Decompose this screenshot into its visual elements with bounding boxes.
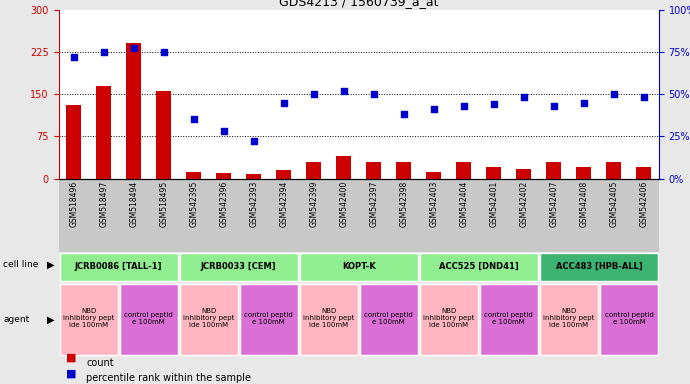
Text: GSM542402: GSM542402 — [520, 180, 529, 227]
Bar — [126, 43, 141, 179]
Text: ACC483 [HPB-ALL]: ACC483 [HPB-ALL] — [555, 262, 642, 271]
Bar — [540, 285, 598, 355]
Point — [128, 45, 139, 51]
Text: GSM542398: GSM542398 — [400, 180, 408, 227]
Text: GSM518495: GSM518495 — [159, 180, 168, 227]
Bar — [516, 169, 531, 179]
Bar — [636, 167, 651, 179]
Text: JCRB0086 [TALL-1]: JCRB0086 [TALL-1] — [75, 262, 162, 271]
Bar — [600, 285, 658, 355]
Bar — [486, 167, 502, 179]
Point — [458, 103, 469, 109]
Text: count: count — [86, 358, 114, 368]
Point — [549, 103, 560, 109]
Text: NBD
inhibitory pept
ide 100mM: NBD inhibitory pept ide 100mM — [303, 308, 355, 328]
Point — [578, 99, 589, 106]
Bar — [246, 174, 262, 179]
Text: GSM542393: GSM542393 — [249, 180, 258, 227]
Text: GSM542399: GSM542399 — [309, 180, 318, 227]
Bar — [336, 156, 351, 179]
Bar — [366, 162, 382, 179]
Bar — [59, 253, 178, 281]
Text: NBD
inhibitory pept
ide 100mM: NBD inhibitory pept ide 100mM — [543, 308, 595, 328]
Bar — [420, 285, 478, 355]
Point — [368, 91, 380, 97]
Text: GSM542405: GSM542405 — [609, 180, 618, 227]
Point — [338, 88, 349, 94]
Point — [308, 91, 319, 97]
Title: GDS4213 / 1560739_a_at: GDS4213 / 1560739_a_at — [279, 0, 439, 8]
Point — [248, 138, 259, 144]
Bar — [306, 162, 322, 179]
Text: NBD
inhibitory pept
ide 100mM: NBD inhibitory pept ide 100mM — [423, 308, 475, 328]
Bar — [66, 105, 81, 179]
Text: GSM542397: GSM542397 — [369, 180, 378, 227]
Text: GSM542404: GSM542404 — [460, 180, 469, 227]
Text: GSM542400: GSM542400 — [339, 180, 348, 227]
Point — [398, 111, 409, 118]
Point — [68, 54, 79, 60]
Text: ACC525 [DND41]: ACC525 [DND41] — [439, 262, 519, 271]
Text: GSM518497: GSM518497 — [99, 180, 108, 227]
Point — [158, 49, 169, 55]
Bar — [186, 172, 201, 179]
Bar — [96, 86, 111, 179]
Text: NBD
inhibitory pept
ide 100mM: NBD inhibitory pept ide 100mM — [183, 308, 235, 328]
Text: JCRB0033 [CEM]: JCRB0033 [CEM] — [201, 262, 277, 271]
Text: ▶: ▶ — [47, 260, 54, 270]
Text: GSM542408: GSM542408 — [580, 180, 589, 227]
Text: ■: ■ — [66, 353, 76, 363]
Point — [518, 94, 529, 101]
Point — [218, 128, 229, 134]
Text: GSM518496: GSM518496 — [69, 180, 78, 227]
Text: control peptid
e 100mM: control peptid e 100mM — [244, 312, 293, 325]
Bar — [156, 91, 171, 179]
Text: ▶: ▶ — [47, 314, 54, 325]
Point — [489, 101, 500, 107]
Bar — [607, 162, 622, 179]
Bar — [239, 285, 298, 355]
Point — [98, 49, 109, 55]
Bar — [299, 285, 358, 355]
Bar — [396, 162, 411, 179]
Text: GSM542396: GSM542396 — [219, 180, 228, 227]
Bar — [276, 170, 291, 179]
Text: GSM542401: GSM542401 — [489, 180, 498, 227]
Text: percentile rank within the sample: percentile rank within the sample — [86, 373, 251, 383]
Text: GSM542407: GSM542407 — [549, 180, 558, 227]
Bar — [179, 285, 238, 355]
Bar — [546, 162, 562, 179]
Text: control peptid
e 100mM: control peptid e 100mM — [124, 312, 173, 325]
Bar — [359, 285, 418, 355]
Bar — [299, 253, 418, 281]
Bar — [179, 253, 298, 281]
Text: control peptid
e 100mM: control peptid e 100mM — [604, 312, 653, 325]
Point — [609, 91, 620, 97]
Point — [428, 106, 440, 113]
Text: GSM542395: GSM542395 — [189, 180, 198, 227]
Text: control peptid
e 100mM: control peptid e 100mM — [364, 312, 413, 325]
Text: GSM542394: GSM542394 — [279, 180, 288, 227]
Bar — [480, 285, 538, 355]
Text: control peptid
e 100mM: control peptid e 100mM — [484, 312, 533, 325]
Bar — [456, 162, 471, 179]
Bar — [216, 173, 231, 179]
Text: ■: ■ — [66, 368, 76, 378]
Bar — [576, 167, 591, 179]
Text: GSM542403: GSM542403 — [429, 180, 438, 227]
Text: GSM518494: GSM518494 — [129, 180, 138, 227]
Bar — [540, 253, 658, 281]
Text: GSM542406: GSM542406 — [640, 180, 649, 227]
Text: agent: agent — [3, 315, 30, 324]
Bar — [420, 253, 538, 281]
Point — [188, 116, 199, 122]
Bar — [426, 172, 442, 179]
Point — [638, 94, 649, 101]
Text: cell line: cell line — [3, 260, 39, 270]
Point — [278, 99, 289, 106]
Text: NBD
inhibitory pept
ide 100mM: NBD inhibitory pept ide 100mM — [63, 308, 115, 328]
Bar — [119, 285, 178, 355]
Bar — [59, 285, 118, 355]
Text: KOPT-K: KOPT-K — [342, 262, 375, 271]
